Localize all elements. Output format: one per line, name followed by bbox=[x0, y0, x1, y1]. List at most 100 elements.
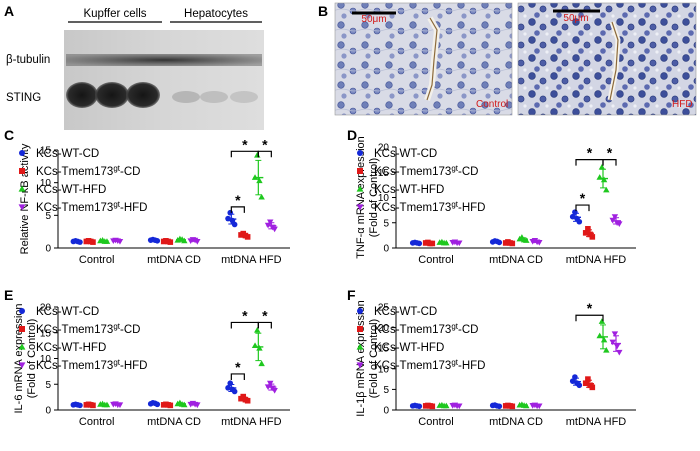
panel-b: B 50μm Control 50μm HFD bbox=[318, 2, 697, 116]
chart-d: 0 5 10 15 20 Control mtDNA CD mtDNA HFD TNF-α mR… bbox=[355, 136, 636, 266]
data-point bbox=[77, 239, 83, 245]
data-point bbox=[598, 163, 606, 170]
y-tick-label: 0 bbox=[383, 244, 389, 255]
significance-bracket bbox=[257, 150, 272, 158]
legend-marker bbox=[356, 185, 364, 192]
data-point bbox=[603, 347, 610, 353]
legend-label: KCs-Tmem173gt-CD bbox=[36, 322, 140, 336]
panel-label-d: D bbox=[347, 127, 357, 143]
x-category-label: Control bbox=[79, 416, 114, 428]
data-point bbox=[613, 343, 621, 350]
data-point bbox=[154, 401, 161, 408]
legend-label: KCs-WT-CD bbox=[36, 306, 99, 318]
y-tick-label: 20 bbox=[378, 323, 390, 334]
y-tick-label: 5 bbox=[383, 385, 389, 396]
x-category-label: mtDNA CD bbox=[147, 254, 201, 266]
data-point bbox=[576, 382, 583, 389]
data-point bbox=[181, 237, 188, 244]
legend: KCs-WT-CD KCs-Tmem173gt-CD KCs-WT-HFD KCs-T… bbox=[18, 306, 147, 372]
data-point bbox=[582, 380, 589, 387]
legend-marker bbox=[18, 204, 26, 211]
data-point bbox=[443, 402, 450, 409]
legend: KCs-WT-CD KCs-Tmem173gt-CD KCs-WT-HFD KCs-T… bbox=[356, 148, 485, 214]
panel-label-b: B bbox=[318, 3, 328, 19]
data-point bbox=[264, 222, 272, 229]
data-point bbox=[267, 219, 274, 226]
significance-star: * bbox=[607, 145, 613, 161]
y-tick-label: 5 bbox=[45, 380, 51, 391]
significance-star: * bbox=[235, 192, 241, 208]
significance-star: * bbox=[262, 307, 268, 323]
data-point bbox=[116, 239, 124, 245]
data-point bbox=[267, 380, 274, 387]
data-point bbox=[600, 176, 608, 183]
band-label-sting: STING bbox=[6, 92, 41, 104]
data-point bbox=[244, 397, 251, 404]
legend-marker bbox=[18, 185, 26, 192]
data-point bbox=[589, 234, 596, 240]
panel-a: A Kupffer cells Hepatocytes β-tubulin ST… bbox=[4, 3, 264, 130]
y-axis-label: (Fold of Control) bbox=[368, 158, 380, 237]
data-point bbox=[616, 221, 623, 227]
legend-label: KCs-WT-CD bbox=[36, 148, 99, 160]
y-tick-label: 20 bbox=[378, 143, 390, 154]
legend-label: KCs-WT-HFD bbox=[36, 184, 106, 196]
data-point bbox=[258, 360, 265, 367]
data-point bbox=[167, 239, 174, 245]
data-point bbox=[256, 177, 263, 184]
data-point bbox=[609, 339, 616, 346]
panel-label-a: A bbox=[4, 3, 14, 19]
legend-label: KCs-Tmem173gt-CD bbox=[374, 322, 478, 336]
data-point bbox=[227, 209, 234, 216]
data-point bbox=[572, 374, 578, 380]
histology-control: 50μm Control bbox=[334, 2, 513, 116]
data-point bbox=[582, 230, 589, 236]
data-point bbox=[509, 240, 516, 247]
data-point bbox=[496, 239, 503, 246]
band-label-tubulin: β-tubulin bbox=[6, 54, 50, 66]
data-point bbox=[523, 402, 530, 409]
x-category-label: Control bbox=[418, 416, 453, 428]
legend-label: KCs-WT-HFD bbox=[374, 184, 444, 196]
y-tick-label: 0 bbox=[383, 406, 389, 417]
y-axis-label: TNF-α mRNA expression bbox=[355, 136, 367, 259]
x-category-label: mtDNA CD bbox=[147, 416, 201, 428]
significance-star: * bbox=[587, 300, 593, 316]
data-point bbox=[569, 213, 576, 220]
legend-marker bbox=[357, 308, 363, 314]
data-point bbox=[611, 214, 619, 220]
data-point bbox=[572, 209, 578, 215]
y-axis-label: (Fold of Control) bbox=[26, 319, 38, 398]
y-tick-label: 0 bbox=[45, 406, 51, 417]
panel-label-f: F bbox=[347, 287, 356, 303]
x-category-label: Control bbox=[79, 254, 114, 266]
data-point bbox=[598, 318, 606, 324]
scale-label-control: 50μm bbox=[361, 14, 386, 25]
data-point bbox=[167, 402, 174, 409]
y-axis-label: (Fold of Control) bbox=[368, 319, 380, 398]
legend-label: KCs-Tmem173gt-CD bbox=[36, 164, 140, 178]
data-point bbox=[585, 376, 591, 382]
legend-marker bbox=[357, 168, 363, 174]
significance-bracket bbox=[575, 204, 590, 212]
legend-label: KCs-Tmem173gt-HFD bbox=[374, 358, 485, 372]
x-category-label: mtDNA HFD bbox=[566, 254, 627, 266]
data-point bbox=[103, 238, 111, 244]
legend-label: KCs-Tmem173gt-CD bbox=[374, 164, 478, 178]
scale-label-hfd: 50μm bbox=[563, 13, 588, 24]
y-axis-label: Relative NF-κB activity bbox=[19, 143, 31, 254]
data-point bbox=[456, 403, 463, 410]
x-category-label: mtDNA HFD bbox=[221, 416, 282, 428]
legend-marker bbox=[357, 326, 363, 332]
data-point bbox=[611, 331, 619, 337]
significance-bracket bbox=[230, 373, 245, 380]
y-tick-label: 10 bbox=[378, 193, 390, 204]
legend-label: KCs-WT-HFD bbox=[374, 342, 444, 354]
sting-bands bbox=[66, 82, 258, 108]
y-tick-label: 10 bbox=[378, 364, 390, 375]
significance-star: * bbox=[242, 307, 248, 323]
data-point bbox=[509, 403, 516, 410]
x-category-label: Control bbox=[418, 254, 453, 266]
data-point bbox=[254, 152, 261, 158]
y-tick-label: 10 bbox=[40, 178, 52, 189]
